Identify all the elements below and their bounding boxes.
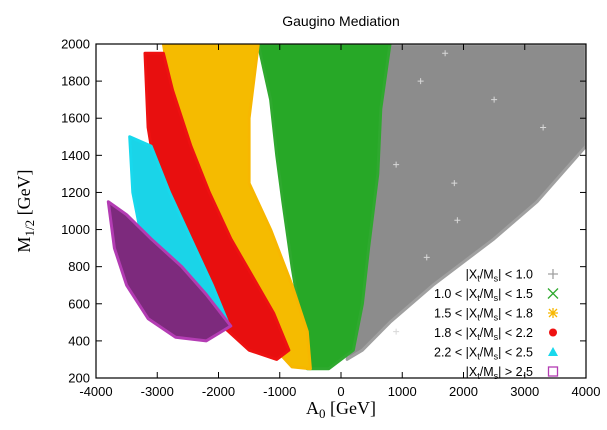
legend-entry-2-2-xt-ms-2-5: 2.2 < |Xt/Ms| < 2.5 xyxy=(434,346,558,362)
legend-entry-1-8-xt-ms-2-2: 1.8 < |Xt/Ms| < 2.2 xyxy=(434,326,557,342)
x-tick-label: -2000 xyxy=(202,384,235,399)
legend-label: 1.5 < |Xt/Ms| < 1.8 xyxy=(434,307,533,323)
legend-entry-1-5-xt-ms-1-8: 1.5 < |Xt/Ms| < 1.8 xyxy=(434,307,558,323)
legend-entry-1-0-xt-ms-1-5: 1.0 < |Xt/Ms| < 1.5 xyxy=(434,287,559,303)
series-point xyxy=(393,161,400,168)
y-tick-label: 600 xyxy=(68,296,90,311)
y-tick-label: 1000 xyxy=(61,222,90,237)
y-tick-label: 2000 xyxy=(61,37,90,52)
legend-marker xyxy=(548,347,558,356)
series-region-2 xyxy=(256,44,392,371)
y-tick-label: 1800 xyxy=(61,74,90,89)
series-point xyxy=(451,180,458,187)
series-point xyxy=(491,96,498,103)
legend-entry-xt-ms-1-0: |Xt/Ms| < 1.0 xyxy=(466,268,558,284)
legend-label: 1.0 < |Xt/Ms| < 1.5 xyxy=(434,287,533,303)
series-region-6 xyxy=(106,200,233,343)
x-tick-label: 0 xyxy=(337,384,344,399)
plot-area xyxy=(106,44,586,371)
y-axis: 200 400 600 800 1000 1200 1400 1600 1800 2000 xyxy=(61,37,586,386)
x-tick-label: -3000 xyxy=(141,384,174,399)
x-tick-label: -4000 xyxy=(79,384,112,399)
x-tick-label: -1000 xyxy=(263,384,296,399)
y-tick-label: 400 xyxy=(68,333,90,348)
x-tick-label: 1000 xyxy=(388,384,417,399)
legend-label: 1.8 < |Xt/Ms| < 2.2 xyxy=(434,326,533,342)
x-tick-label: 2000 xyxy=(449,384,478,399)
y-tick-label: 1200 xyxy=(61,185,90,200)
x-tick-label: 4000 xyxy=(572,384,601,399)
y-tick-label: 200 xyxy=(68,371,90,386)
series-point xyxy=(454,217,461,224)
legend-marker xyxy=(548,308,558,318)
legend-label: |Xt/Ms| > 2.5 xyxy=(466,365,533,381)
series-point xyxy=(442,50,449,57)
y-axis-label: M1/2 [GeV] xyxy=(14,169,37,252)
legend: |Xt/Ms| < 1.0 1.0 < |Xt/Ms| < 1.5 1.5 < |X… xyxy=(434,268,559,381)
legend-marker xyxy=(547,288,559,299)
legend-marker xyxy=(549,328,557,337)
y-tick-label: 1400 xyxy=(61,148,90,163)
x-tick-label: 3000 xyxy=(510,384,539,399)
legend-marker xyxy=(547,366,559,377)
series-point xyxy=(393,328,400,335)
legend-entry-xt-ms-2-5: |Xt/Ms| > 2.5 xyxy=(466,365,559,381)
y-tick-label: 1600 xyxy=(61,111,90,126)
chart-title: Gaugino Mediation xyxy=(282,13,400,29)
y-tick-label: 800 xyxy=(68,259,90,274)
legend-marker xyxy=(548,269,558,279)
series-point xyxy=(423,254,430,261)
series-point xyxy=(417,78,424,85)
x-axis: -4000 -3000 -2000 -1000 0 1000 2000 3000 4000 xyxy=(79,44,600,399)
legend-label: |Xt/Ms| < 1.0 xyxy=(466,268,533,284)
series-point xyxy=(540,124,547,131)
legend-label: 2.2 < |Xt/Ms| < 2.5 xyxy=(434,346,533,362)
x-axis-label: A0 [GeV] xyxy=(306,398,376,421)
